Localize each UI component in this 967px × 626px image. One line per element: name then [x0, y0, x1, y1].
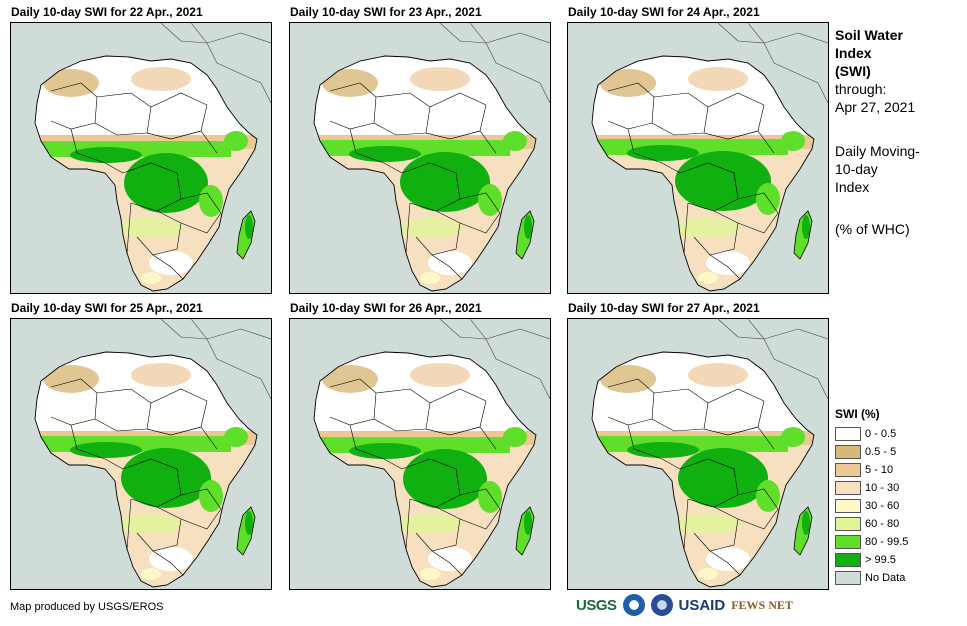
agency-logos: USGS USAID FEWS NET: [576, 594, 793, 616]
swi-map-panel: Daily 10-day SWI for 27 Apr., 2021: [567, 300, 829, 590]
units-label: (% of WHC): [835, 221, 910, 237]
legend-item: 30 - 60: [835, 497, 960, 515]
africa-swi-map: [10, 318, 272, 590]
legend-swatch: [835, 571, 861, 585]
credit-text: Map produced by USGS/EROS: [10, 601, 164, 613]
legend-item: 5 - 10: [835, 461, 960, 479]
panel-title: Daily 10-day SWI for 25 Apr., 2021: [11, 301, 203, 315]
swi-map-panel: Daily 10-day SWI for 22 Apr., 2021: [10, 4, 272, 294]
legend-label: 60 - 80: [865, 518, 900, 530]
index-title-line3: (SWI): [835, 63, 871, 79]
legend-title: SWI (%): [835, 407, 880, 421]
legend-item: 10 - 30: [835, 479, 960, 497]
legend-label: 10 - 30: [865, 482, 900, 494]
legend-label: > 99.5: [865, 554, 896, 566]
legend-swatch: [835, 445, 861, 459]
swi-map-panel: Daily 10-day SWI for 23 Apr., 2021: [289, 4, 551, 294]
legend-swatch: [835, 427, 861, 441]
legend-item: 60 - 80: [835, 515, 960, 533]
swi-map-panel: Daily 10-day SWI for 24 Apr., 2021: [567, 4, 829, 294]
panel-title: Daily 10-day SWI for 26 Apr., 2021: [290, 301, 482, 315]
legend-label: 5 - 10: [865, 464, 894, 476]
legend-swatch: [835, 499, 861, 513]
index-title-line1: Soil Water: [835, 27, 903, 43]
legend-label: 0 - 0.5: [865, 428, 897, 440]
legend-item: > 99.5: [835, 551, 960, 569]
through-label: through:: [835, 81, 887, 97]
desc-line2: 10-day: [835, 161, 878, 177]
through-date: Apr 27, 2021: [835, 99, 916, 115]
legend-swatch: [835, 553, 861, 567]
desc-line1: Daily Moving-: [835, 143, 920, 159]
legend-swatch: [835, 535, 861, 549]
legend-swatch: [835, 517, 861, 531]
africa-swi-map: [289, 318, 551, 590]
usaid-logo: USAID: [678, 596, 726, 614]
desc-line3: Index: [835, 179, 870, 195]
panel-title: Daily 10-day SWI for 27 Apr., 2021: [568, 301, 760, 315]
africa-swi-map: [567, 22, 829, 294]
africa-swi-map: [289, 22, 551, 294]
panel-title: Daily 10-day SWI for 22 Apr., 2021: [11, 5, 203, 19]
legend-description: Soil Water Index (SWI) through: Apr 27, …: [835, 26, 960, 238]
legend-label: 80 - 99.5: [865, 536, 909, 548]
panel-title: Daily 10-day SWI for 24 Apr., 2021: [568, 5, 760, 19]
noaa-logo-icon: [622, 594, 645, 616]
nasa-logo-icon: [650, 594, 673, 616]
africa-swi-map: [567, 318, 829, 590]
legend-swatch: [835, 481, 861, 495]
legend-item: No Data: [835, 569, 960, 587]
swi-map-panel: Daily 10-day SWI for 26 Apr., 2021: [289, 300, 551, 590]
legend-swatch: [835, 463, 861, 477]
legend-label: 30 - 60: [865, 500, 900, 512]
panel-title: Daily 10-day SWI for 23 Apr., 2021: [290, 5, 482, 19]
legend-label: No Data: [865, 572, 906, 584]
usgs-logo: USGS: [576, 596, 617, 614]
swi-map-panel: Daily 10-day SWI for 25 Apr., 2021: [10, 300, 272, 590]
fews-net-logo: FEWS NET: [731, 597, 793, 612]
index-title-line2: Index: [835, 45, 872, 61]
swi-legend: SWI (%) 0 - 0.5 0.5 - 5 5 - 10 10 - 30 30 - …: [835, 407, 960, 587]
legend-item: 0 - 0.5: [835, 425, 960, 443]
legend-item: 0.5 - 5: [835, 443, 960, 461]
legend-item: 80 - 99.5: [835, 533, 960, 551]
africa-swi-map: [10, 22, 272, 294]
legend-label: 0.5 - 5: [865, 446, 897, 458]
